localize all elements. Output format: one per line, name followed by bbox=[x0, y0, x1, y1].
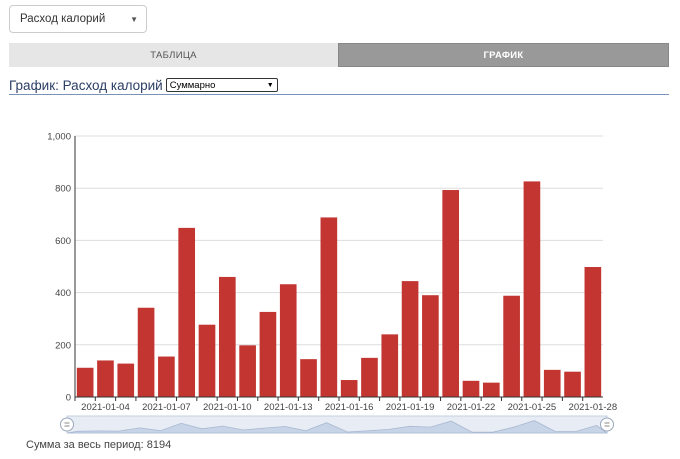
bar bbox=[340, 380, 358, 397]
x-tick-label: 2021-01-22 bbox=[447, 402, 496, 413]
period-total-label: Сумма за весь период: bbox=[26, 439, 144, 451]
tab-table[interactable]: ТАБЛИЦА bbox=[9, 43, 338, 67]
bar bbox=[218, 276, 236, 397]
bar bbox=[543, 369, 561, 397]
tab-chart[interactable]: ГРАФИК bbox=[338, 43, 669, 67]
bar bbox=[422, 295, 439, 397]
chart-header: График: Расход калорий Суммарно ▼ bbox=[9, 76, 669, 95]
zoom-handle-right[interactable] bbox=[600, 417, 614, 432]
bar bbox=[239, 345, 256, 397]
bar bbox=[320, 217, 338, 397]
x-tick-label: 2021-01-19 bbox=[386, 402, 435, 413]
bar bbox=[198, 324, 216, 397]
x-tick-label: 2021-01-04 bbox=[81, 402, 130, 413]
bar bbox=[584, 267, 602, 397]
bar bbox=[442, 190, 460, 397]
metric-select[interactable]: Расход калорий ▼ bbox=[9, 5, 147, 33]
bar bbox=[381, 334, 399, 397]
data-zoom-slider[interactable] bbox=[60, 415, 614, 434]
bar bbox=[137, 307, 155, 397]
chart-title: График: Расход калорий bbox=[9, 77, 163, 93]
x-tick-label: 2021-01-16 bbox=[325, 402, 374, 413]
handle-knob[interactable] bbox=[600, 417, 614, 432]
zoom-preview bbox=[66, 420, 609, 434]
aggregation-select[interactable]: Суммарно ▼ bbox=[165, 78, 278, 92]
y-tick-label: 400 bbox=[55, 288, 71, 299]
bar bbox=[300, 359, 317, 397]
bar bbox=[178, 227, 196, 397]
handle-knob[interactable] bbox=[60, 417, 74, 432]
bar bbox=[279, 284, 297, 397]
bar bbox=[401, 281, 419, 397]
chevron-down-icon: ▼ bbox=[130, 14, 138, 24]
aggregation-select-value: Суммарно bbox=[169, 79, 216, 91]
bar bbox=[523, 181, 541, 397]
bar bbox=[564, 371, 581, 397]
y-tick-label: 1,000 bbox=[47, 132, 71, 143]
bar bbox=[259, 311, 277, 397]
x-tick-label: 2021-01-13 bbox=[264, 402, 313, 413]
y-tick-label: 800 bbox=[55, 184, 71, 195]
bar bbox=[117, 363, 135, 397]
bar bbox=[97, 360, 114, 397]
bars bbox=[76, 181, 602, 397]
bar bbox=[76, 367, 94, 397]
x-tick-label: 2021-01-10 bbox=[203, 402, 252, 413]
bar bbox=[503, 295, 520, 397]
y-tick-label: 0 bbox=[66, 393, 71, 404]
period-total-value: 8194 bbox=[146, 439, 172, 451]
tab-table-label: ТАБЛИЦА bbox=[150, 49, 197, 61]
y-tick-label: 200 bbox=[55, 340, 71, 351]
x-tick-label: 2021-01-07 bbox=[142, 402, 191, 413]
bar bbox=[482, 382, 500, 397]
x-tick-label: 2021-01-28 bbox=[569, 402, 618, 413]
bar bbox=[158, 356, 175, 397]
y-axis: 0 200 400 600 800 1,000 bbox=[47, 132, 76, 404]
x-axis: 2021-01-04 2021-01-07 2021-01-10 2021-01-13… bbox=[74, 396, 618, 413]
y-tick-label: 600 bbox=[55, 236, 71, 247]
metric-select-value: Расход калорий bbox=[20, 13, 106, 25]
bar bbox=[361, 357, 378, 397]
view-tabs: ТАБЛИЦА ГРАФИК bbox=[9, 43, 669, 67]
bar bbox=[462, 380, 480, 397]
chevron-down-icon: ▼ bbox=[266, 81, 274, 89]
period-total: Сумма за весь период: 8194 bbox=[26, 439, 171, 451]
x-tick-label: 2021-01-25 bbox=[508, 402, 557, 413]
zoom-handle-left[interactable] bbox=[60, 417, 74, 432]
tab-chart-label: ГРАФИК bbox=[483, 49, 524, 61]
